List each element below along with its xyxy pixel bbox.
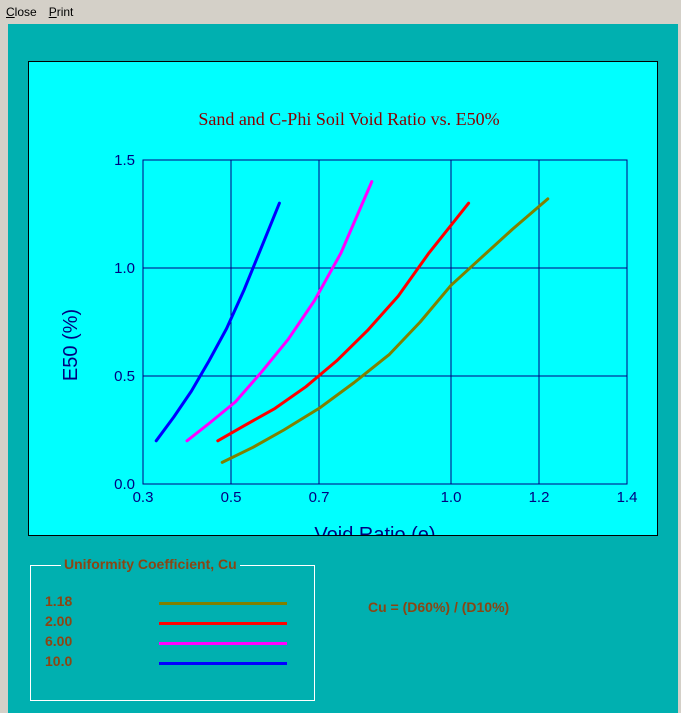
legend-item-label: 6.00 [45,633,73,649]
plot-panel: Sand and C-Phi Soil Void Ratio vs. E50% … [28,61,658,546]
x-axis-label: Void Ratio (e) [314,524,435,535]
y-axis-label: E50 (%) [60,309,82,381]
x-tick-label: 0.7 [309,489,330,506]
x-tick-label: 0.5 [221,489,242,506]
y-tick-label: 0.5 [114,368,135,385]
client-area: Sand and C-Phi Soil Void Ratio vs. E50% … [8,24,678,713]
y-tick-label: 1.0 [114,260,135,277]
chart: Sand and C-Phi Soil Void Ratio vs. E50% … [60,109,638,546]
series-line-10.0 [154,201,281,443]
series-line-2.00 [216,201,471,443]
legend-swatch [159,642,287,645]
menu-bar: Close Print [0,0,681,24]
legend-item: 10.0 [45,653,305,673]
legend-frame: Uniformity Coefficient, Cu 1.18 2.00 6.0… [30,556,315,701]
legend-item-label: 2.00 [45,613,73,629]
series-line-1.18 [220,197,550,464]
x-tick-label: 1.0 [441,489,462,506]
y-tick-label: 1.5 [114,152,135,169]
chart-title: Sand and C-Phi Soil Void Ratio vs. E50% [198,109,499,129]
series-line-6.00 [185,180,374,443]
plot-frame [142,159,628,485]
menu-close[interactable]: Close [6,5,37,19]
legend-swatch [159,602,287,605]
cu-formula: Cu = (D60%) / (D10%) [368,599,510,615]
x-tick-label: 1.4 [617,489,638,506]
legend-item: 6.00 [45,633,305,653]
legend-swatch [159,622,287,625]
x-tick-label: 1.2 [529,489,550,506]
legend-item-label: 10.0 [45,653,73,669]
legend-swatch [159,662,287,665]
y-tick-label: 0.0 [114,476,135,493]
x-tick-label: 0.3 [133,489,154,506]
menu-print[interactable]: Print [48,5,74,19]
legend-title: Uniformity Coefficient, Cu [61,556,240,572]
legend-item: 1.18 [45,593,305,613]
legend-item: 2.00 [45,613,305,633]
legend-item-label: 1.18 [45,593,73,609]
